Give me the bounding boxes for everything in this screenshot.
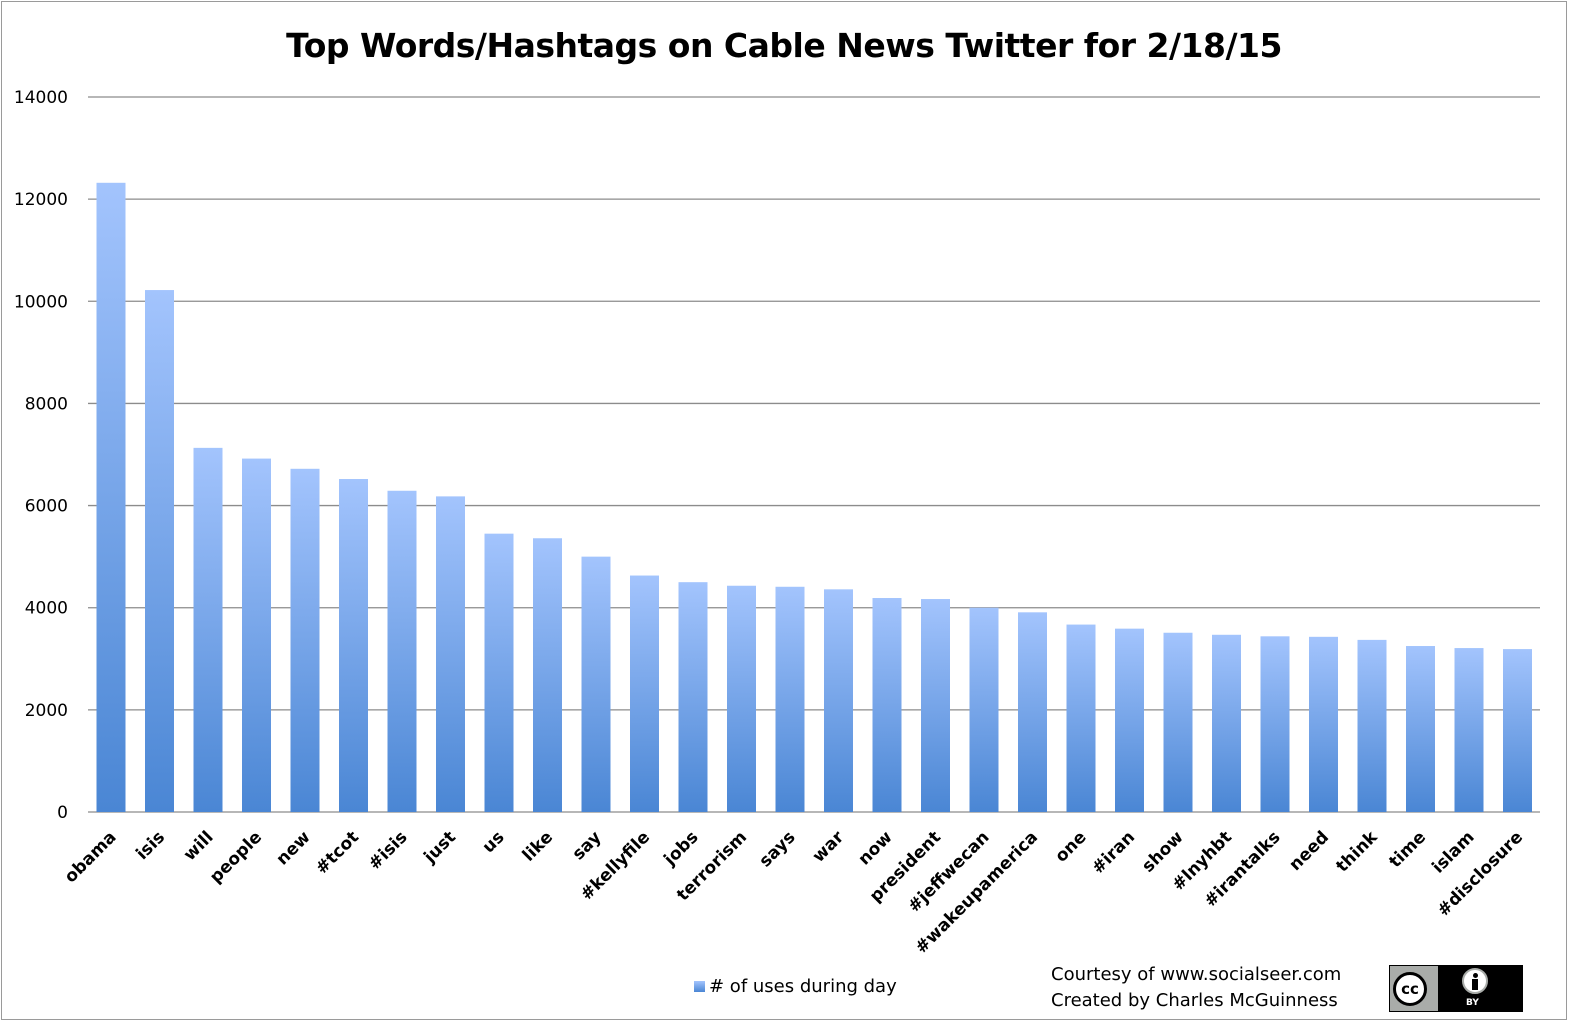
x-tick-label: #isis — [365, 827, 412, 874]
x-tick-label: #tcot — [312, 827, 363, 878]
bar — [727, 585, 756, 812]
gridlines — [88, 96, 1540, 813]
bar — [1260, 636, 1290, 812]
x-tick-label: just — [420, 827, 460, 867]
x-tick-label: time — [1385, 827, 1430, 872]
y-tick-label: 8000 — [25, 394, 68, 414]
x-tick-label: say — [569, 827, 606, 864]
bar — [630, 575, 659, 812]
x-tick-label: says — [755, 827, 799, 871]
created-by-text: Created by Charles McGuinness — [1051, 990, 1338, 1011]
bar — [1212, 634, 1241, 812]
courtesy-text: Courtesy of www.socialseer.com — [1051, 964, 1342, 985]
bar — [824, 589, 853, 812]
bar — [1309, 636, 1338, 812]
bar — [145, 290, 174, 812]
bar — [242, 458, 271, 812]
bar — [1503, 649, 1532, 812]
bar — [193, 447, 223, 812]
x-tick-label: one — [1051, 827, 1090, 866]
bar — [387, 490, 417, 812]
y-tick-label: 12000 — [14, 190, 68, 210]
bar — [969, 607, 999, 812]
bar — [1163, 632, 1193, 812]
x-tick-label: us — [479, 827, 509, 857]
bar — [290, 468, 320, 812]
bar — [872, 598, 902, 812]
bar — [581, 556, 611, 812]
y-tick-label: 14000 — [14, 88, 68, 108]
y-tick-label: 6000 — [25, 497, 68, 517]
x-tick-label: people — [206, 827, 266, 887]
bar — [1454, 648, 1484, 812]
bar — [775, 586, 805, 812]
bar — [436, 496, 465, 812]
legend-label: # of uses during day — [709, 975, 897, 997]
bar — [1115, 628, 1144, 812]
x-tick-label: obama — [61, 827, 121, 887]
bar — [1018, 612, 1047, 812]
by-label: BY — [1466, 998, 1479, 1008]
x-tick-label: war — [809, 827, 849, 867]
y-tick-label: 0 — [57, 803, 68, 823]
bars — [96, 182, 1532, 813]
creative-commons-badge: cc BY — [1389, 965, 1523, 1012]
x-tick-label: isis — [132, 827, 169, 864]
x-tick-label: #iran — [1088, 827, 1139, 878]
y-tick-label: 4000 — [25, 599, 68, 619]
legend: # of uses during day — [694, 974, 897, 998]
bar — [339, 479, 368, 812]
y-axis-ticks: 0 2000 4000 6000 8000 10000 12000 14000 — [14, 88, 68, 823]
bar — [678, 582, 708, 812]
bar — [484, 533, 514, 812]
bar — [1357, 639, 1387, 812]
x-tick-label: like — [519, 827, 557, 865]
bar — [1406, 646, 1435, 812]
cc-icon: cc — [1393, 972, 1427, 1006]
bar — [96, 182, 126, 813]
x-tick-label: now — [854, 827, 896, 869]
x-tick-label: #disclosure — [1434, 827, 1527, 920]
x-tick-label: think — [1332, 827, 1382, 877]
chart-title: Top Words/Hashtags on Cable News Twitter… — [286, 26, 1282, 65]
x-tick-label: jobs — [660, 827, 703, 870]
x-tick-label: need — [1285, 827, 1333, 875]
x-tick-label: new — [273, 827, 315, 869]
credits: Courtesy of www.socialseer.com Created b… — [1051, 962, 1341, 1014]
x-tick-label: will — [180, 827, 218, 865]
legend-swatch — [694, 980, 705, 992]
y-tick-label: 2000 — [25, 701, 68, 721]
bar — [921, 599, 950, 812]
bar — [533, 538, 562, 812]
bar — [1066, 624, 1096, 812]
attribution-person-icon — [1462, 968, 1488, 994]
y-tick-label: 10000 — [14, 292, 68, 312]
